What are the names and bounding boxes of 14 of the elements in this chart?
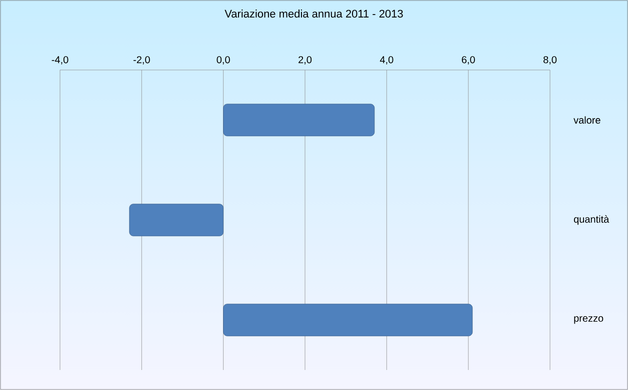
bar: [223, 104, 375, 136]
x-tick-label: 2,0: [298, 56, 312, 64]
x-tick-label: 8,0: [543, 56, 557, 64]
x-tick-label: -2,0: [134, 56, 150, 64]
y-tick-label: prezzo: [574, 316, 604, 324]
bar: [223, 304, 473, 336]
y-tick-label: valore: [574, 116, 600, 124]
chart-title: Variazione media annua 2011 - 2013: [224, 10, 403, 18]
x-tick-label: 4,0: [380, 56, 394, 64]
x-tick-label: -4,0: [52, 56, 68, 64]
x-tick-label: 0,0: [216, 56, 230, 64]
bar: [129, 204, 224, 236]
x-tick-label: 6,0: [462, 56, 475, 64]
y-tick-label: quantità: [574, 215, 610, 225]
